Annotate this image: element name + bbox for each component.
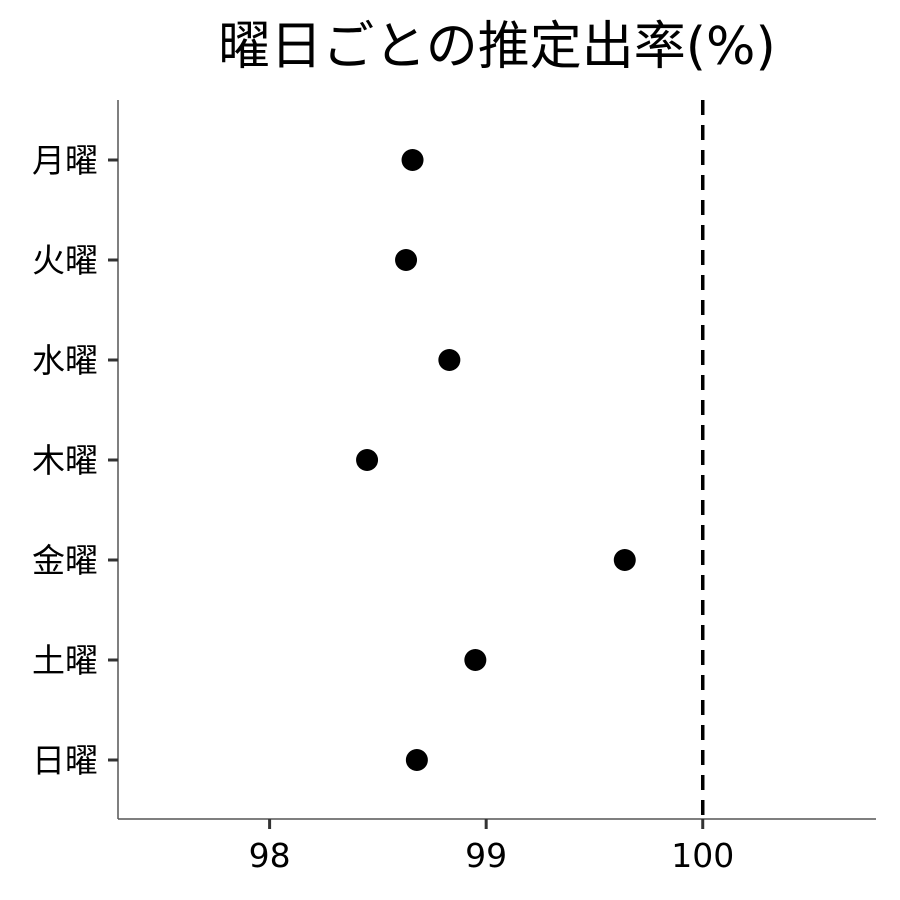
data-point [401,149,424,171]
data-point [613,549,636,571]
data-point [356,449,379,471]
data-point [405,749,428,771]
data-point [395,249,418,271]
chart-title: 曜日ごとの推定出率(%) [218,17,775,77]
y-tick-label: 金曜 [32,541,98,580]
y-tick-label: 日曜 [32,741,98,780]
y-tick-label: 火曜 [32,241,98,280]
x-tick-label: 99 [465,836,507,875]
data-point [464,649,487,671]
y-tick-label: 月曜 [32,141,98,180]
y-tick-label: 土曜 [32,641,98,680]
y-tick-label: 木曜 [32,441,98,480]
data-point [438,349,461,371]
x-tick-label: 100 [671,836,734,875]
y-tick-label: 水曜 [32,341,98,380]
x-tick-label: 98 [249,836,291,875]
